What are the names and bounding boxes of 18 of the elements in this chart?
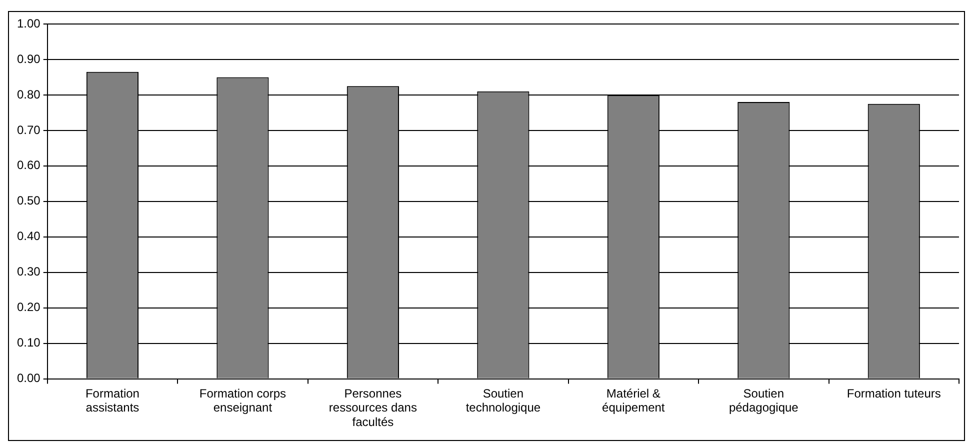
x-tick-label: Soutien technologique xyxy=(466,386,541,415)
y-tick-label: 0.60 xyxy=(16,158,41,172)
x-tick-label: Soutien pédagogique xyxy=(728,386,799,415)
y-tick-label: 0.20 xyxy=(16,300,41,314)
x-tick-label: Formation tuteurs xyxy=(846,386,941,400)
y-tick-label: 0.50 xyxy=(16,194,41,208)
x-tick-label: Matériel & équipement xyxy=(602,386,666,415)
x-tick-label: Formation corps enseignant xyxy=(199,386,286,415)
x-tick-label: Formation assistants xyxy=(85,386,140,415)
y-tick-label: 0.70 xyxy=(16,122,41,137)
y-tick-label: 0.40 xyxy=(16,229,41,244)
y-tick-label: 0.90 xyxy=(16,52,41,66)
y-tick-label: 0.30 xyxy=(16,264,41,279)
y-tick-label: 1.00 xyxy=(16,16,41,30)
y-tick-label: 0.10 xyxy=(16,336,41,350)
y-tick-label: 0.00 xyxy=(16,371,41,386)
x-tick-label: Personnes ressources dans facultés xyxy=(328,386,417,430)
y-tick-label: 0.80 xyxy=(16,87,41,102)
